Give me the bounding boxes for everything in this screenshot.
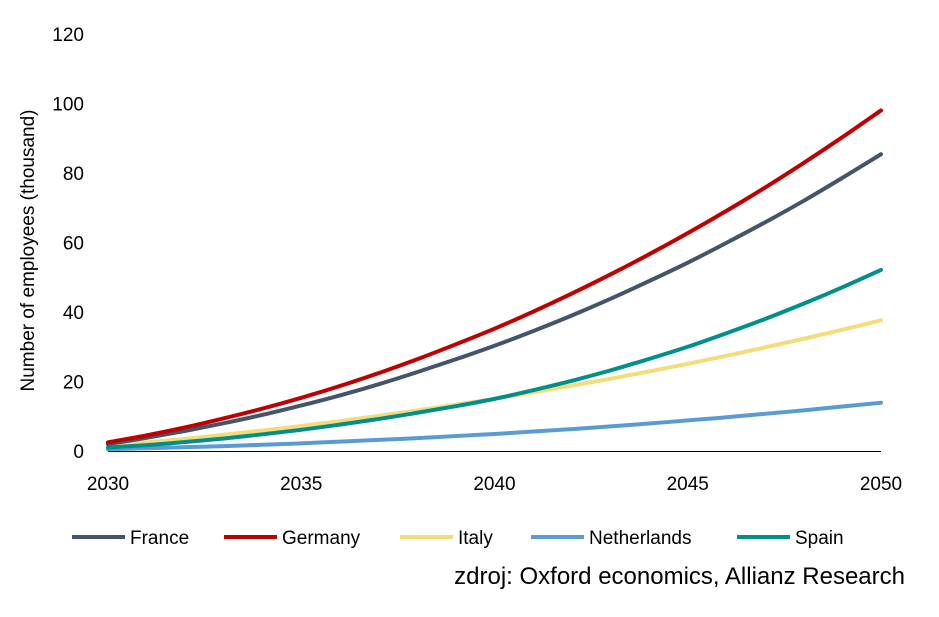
series-line-france xyxy=(106,152,883,447)
y-axis-title: Number of employees (thousand) xyxy=(18,110,39,392)
series-line-netherlands xyxy=(106,400,883,452)
series-line-spain xyxy=(106,267,883,450)
x-tick-label: 2030 xyxy=(87,474,129,495)
legend-label: Spain xyxy=(795,528,844,549)
x-tick-label: 2040 xyxy=(473,474,515,495)
y-tick-label: 40 xyxy=(63,303,84,324)
x-tick-label: 2035 xyxy=(280,474,322,495)
y-tick-label: 20 xyxy=(63,373,84,394)
y-tick-label: 80 xyxy=(63,164,84,185)
y-tick-labels: 0 20 40 60 80 100 120 xyxy=(52,25,84,463)
x-tick-label: 2050 xyxy=(860,474,902,495)
y-tick-label: 60 xyxy=(63,234,84,255)
legend-label: Germany xyxy=(282,528,361,549)
legend-label: France xyxy=(130,528,189,549)
x-tick-label: 2045 xyxy=(667,474,709,495)
y-tick-label: 120 xyxy=(52,25,84,46)
x-tick-labels: 2030 2035 2040 2045 2050 xyxy=(87,474,902,495)
y-tick-label: 0 xyxy=(73,442,84,463)
legend-item-spain: Spain xyxy=(737,528,844,549)
legend-item-germany: Germany xyxy=(224,528,361,549)
series-line-germany xyxy=(106,108,883,445)
legend-item-netherlands: Netherlands xyxy=(531,528,691,549)
legend: France Germany Italy Netherlands Spain xyxy=(72,528,844,549)
series-lines xyxy=(106,108,883,452)
y-tick-label: 100 xyxy=(52,95,84,116)
legend-label: Italy xyxy=(458,528,493,549)
series-line-italy xyxy=(106,318,883,448)
y-axis-title-group: Number of employees (thousand) xyxy=(18,110,39,392)
legend-item-france: France xyxy=(72,528,189,549)
legend-item-italy: Italy xyxy=(400,528,493,549)
source-note: zdroj: Oxford economics, Allianz Researc… xyxy=(454,563,905,590)
legend-label: Netherlands xyxy=(589,528,691,549)
